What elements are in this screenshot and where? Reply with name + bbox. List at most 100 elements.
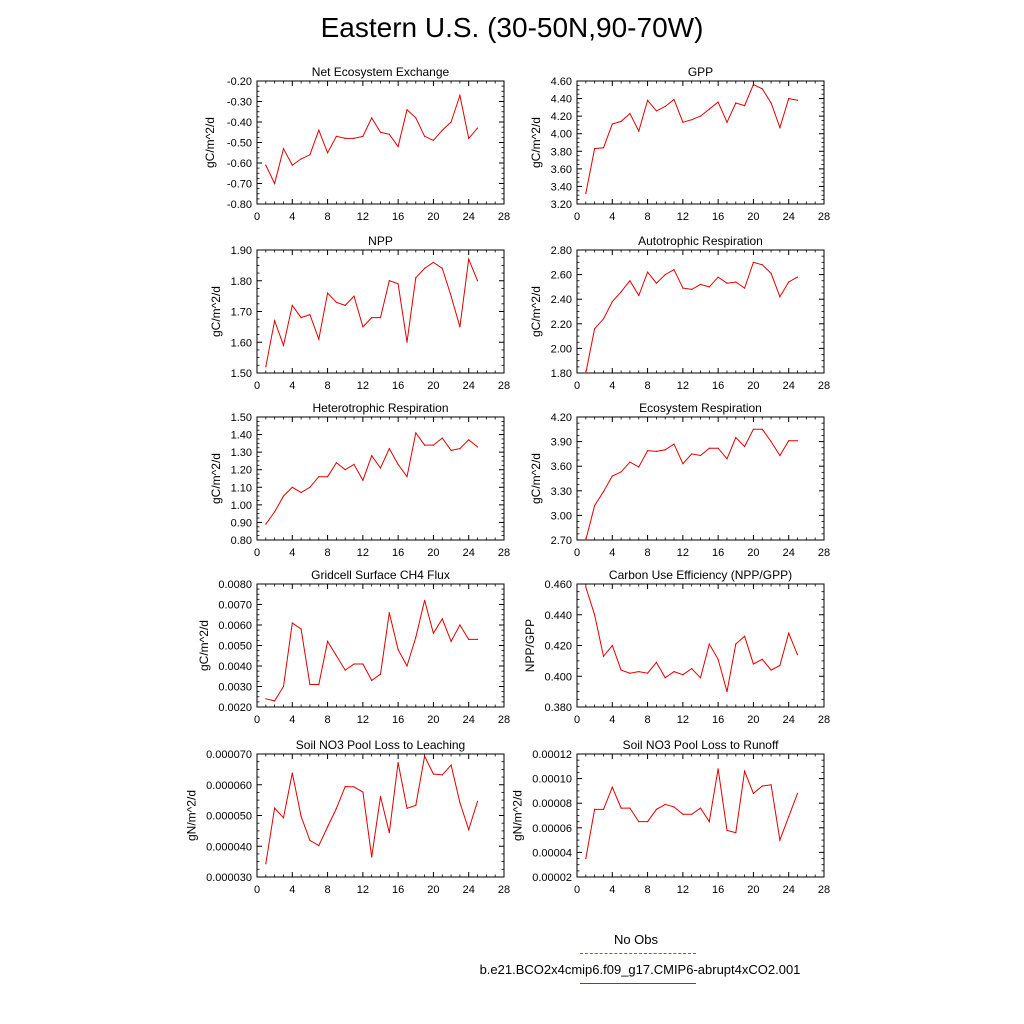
data-point [459, 802, 461, 804]
data-point [629, 672, 631, 674]
data-point [629, 280, 631, 282]
data-point [664, 105, 666, 108]
data-point [788, 816, 790, 818]
y-tick-label: 0.000040 [206, 841, 252, 853]
data-point [611, 475, 613, 477]
y-tick-label: 3.20 [551, 199, 572, 211]
x-tick-label: 16 [712, 380, 724, 392]
data-point [647, 99, 649, 101]
x-tick-label: 28 [818, 884, 830, 896]
data-point [459, 326, 461, 328]
data-point [620, 669, 622, 671]
y-tick-label: 1.50 [231, 412, 252, 424]
data-point [585, 857, 587, 860]
y-tick-label: 1.50 [231, 368, 252, 380]
data-point [274, 807, 276, 809]
panel-title: NPP [368, 234, 393, 248]
y-tick-label: 1.40 [231, 430, 252, 442]
data-point [450, 764, 452, 766]
y-axis-label: gC/m^2/d [529, 117, 543, 168]
plot-frame [576, 80, 825, 205]
data-point [796, 99, 799, 101]
data-point [371, 117, 373, 119]
plot-frame [256, 416, 505, 541]
data-point [265, 164, 267, 166]
data-point [629, 461, 631, 463]
data-point [468, 439, 470, 441]
x-tick-label: 24 [463, 547, 475, 559]
x-tick-label: 20 [747, 714, 759, 726]
data-point [274, 511, 276, 513]
y-tick-label: 0.460 [544, 579, 572, 591]
data-point [353, 663, 355, 665]
data-point [397, 649, 399, 651]
plot-frame [256, 583, 505, 708]
x-tick-label: 16 [712, 714, 724, 726]
data-point [594, 148, 596, 150]
x-tick-label: 0 [254, 547, 260, 559]
data-point [468, 137, 470, 139]
data-point [476, 446, 479, 448]
data-point [415, 804, 417, 807]
data-point [726, 458, 728, 460]
data-point [291, 622, 293, 624]
x-tick-label: 8 [325, 380, 331, 392]
data-point [353, 786, 355, 788]
x-tick-label: 24 [783, 211, 795, 223]
y-tick-label: 2.70 [551, 535, 572, 547]
y-tick-label: -0.60 [227, 158, 252, 170]
data-point [691, 119, 693, 121]
y-tick-label: 1.30 [231, 447, 252, 459]
data-point [664, 449, 666, 451]
x-tick-label: 0 [254, 211, 260, 223]
data-point [282, 685, 285, 688]
y-axis-label: gC/m^2/d [529, 453, 543, 504]
data-point [761, 658, 763, 660]
data-point [415, 432, 417, 434]
data-point [594, 328, 596, 330]
data-point [388, 133, 390, 135]
data-point [585, 586, 587, 588]
data-point [344, 669, 346, 671]
data-point [450, 121, 452, 123]
y-tick-label: -0.30 [227, 97, 252, 109]
data-point [459, 448, 461, 450]
data-point [726, 829, 728, 831]
data-point [362, 326, 364, 328]
data-point [335, 135, 337, 137]
y-tick-label: -0.40 [227, 117, 252, 129]
x-tick-label: 24 [463, 884, 475, 896]
data-point [274, 320, 276, 322]
data-point [770, 441, 772, 443]
data-point [379, 317, 382, 319]
data-point [265, 366, 267, 368]
x-tick-label: 8 [325, 547, 331, 559]
data-point [735, 281, 737, 283]
data-point [788, 98, 790, 100]
y-tick-label: 1.00 [231, 500, 252, 512]
data-point [476, 638, 479, 641]
data-point [735, 436, 737, 439]
y-tick-label: -0.70 [227, 179, 252, 191]
y-tick-label: 0.0070 [218, 600, 252, 612]
data-point [770, 102, 772, 104]
plot-frame [256, 80, 505, 205]
x-tick-label: 28 [498, 380, 510, 392]
data-point [708, 447, 710, 449]
data-point [796, 654, 799, 656]
data-point [441, 618, 443, 620]
x-tick-label: 24 [783, 884, 795, 896]
data-point [602, 808, 605, 811]
data-point [309, 314, 311, 316]
data-point [752, 428, 755, 430]
chart-panel: Ecosystem Respiration 0 4 8 12 16 20 24 28 2.70 3.… [529, 401, 830, 559]
data-point [691, 668, 693, 670]
data-point [744, 770, 746, 772]
x-tick-label: 0 [574, 380, 580, 392]
data-point [629, 112, 631, 115]
x-tick-label: 20 [427, 547, 439, 559]
data-point [611, 123, 613, 125]
data-point [699, 807, 702, 809]
data-point [335, 655, 337, 657]
series-line [585, 261, 798, 374]
